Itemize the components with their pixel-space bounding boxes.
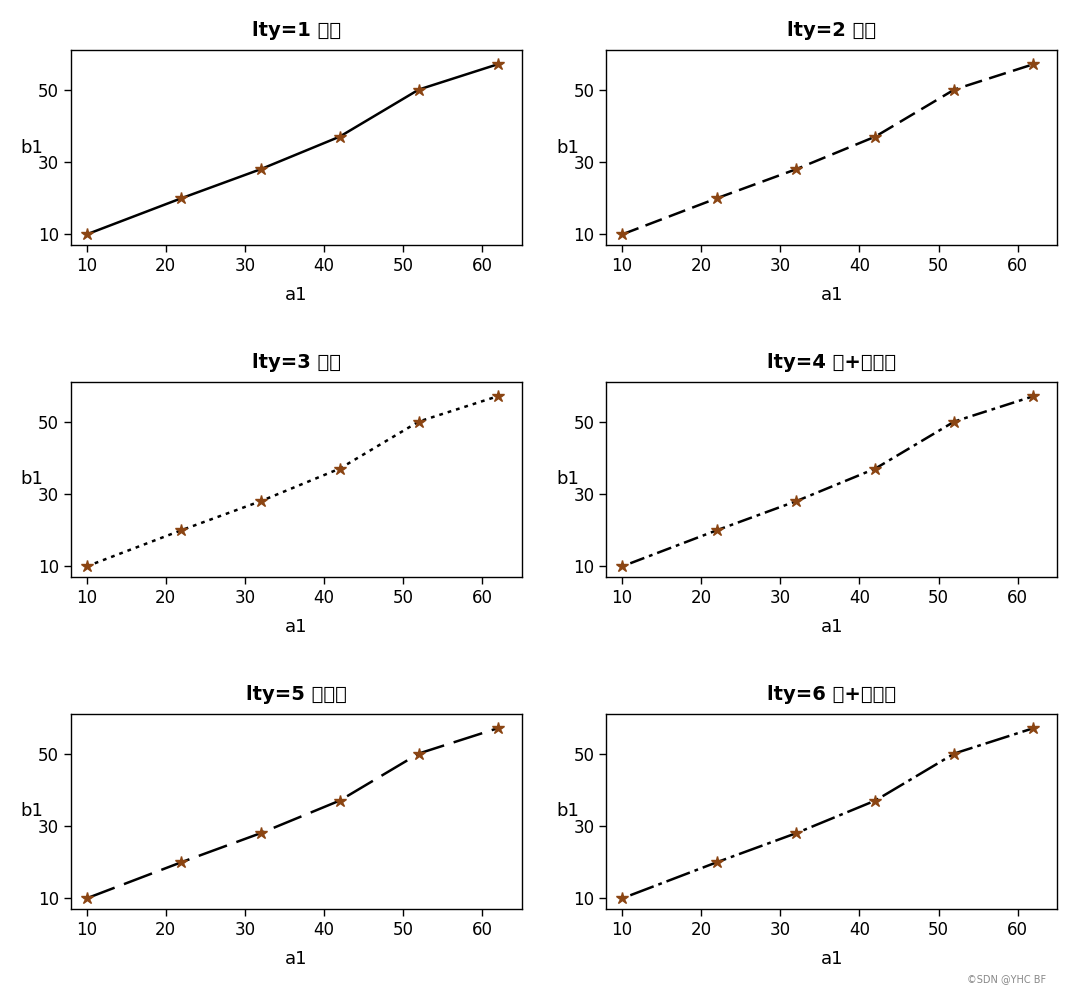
- Title: lty=3 点线: lty=3 点线: [251, 353, 341, 372]
- X-axis label: a1: a1: [285, 286, 307, 305]
- Y-axis label: b1: b1: [20, 138, 44, 156]
- Text: ©SDN @YHC BF: ©SDN @YHC BF: [967, 974, 1046, 984]
- X-axis label: a1: a1: [820, 950, 843, 968]
- Title: lty=5 长虚线: lty=5 长虚线: [246, 684, 347, 704]
- Title: lty=1 实线: lty=1 实线: [251, 21, 341, 40]
- Y-axis label: b1: b1: [20, 471, 44, 489]
- X-axis label: a1: a1: [820, 286, 843, 305]
- Y-axis label: b1: b1: [556, 471, 579, 489]
- X-axis label: a1: a1: [285, 950, 307, 968]
- X-axis label: a1: a1: [285, 618, 307, 636]
- Y-axis label: b1: b1: [20, 802, 44, 821]
- Title: lty=2 虚线: lty=2 虚线: [787, 21, 876, 40]
- Y-axis label: b1: b1: [556, 138, 579, 156]
- Y-axis label: b1: b1: [556, 802, 579, 821]
- Title: lty=4 点+短虚线: lty=4 点+短虚线: [768, 353, 896, 372]
- Title: lty=6 点+长虚线: lty=6 点+长虚线: [768, 684, 896, 704]
- X-axis label: a1: a1: [820, 618, 843, 636]
